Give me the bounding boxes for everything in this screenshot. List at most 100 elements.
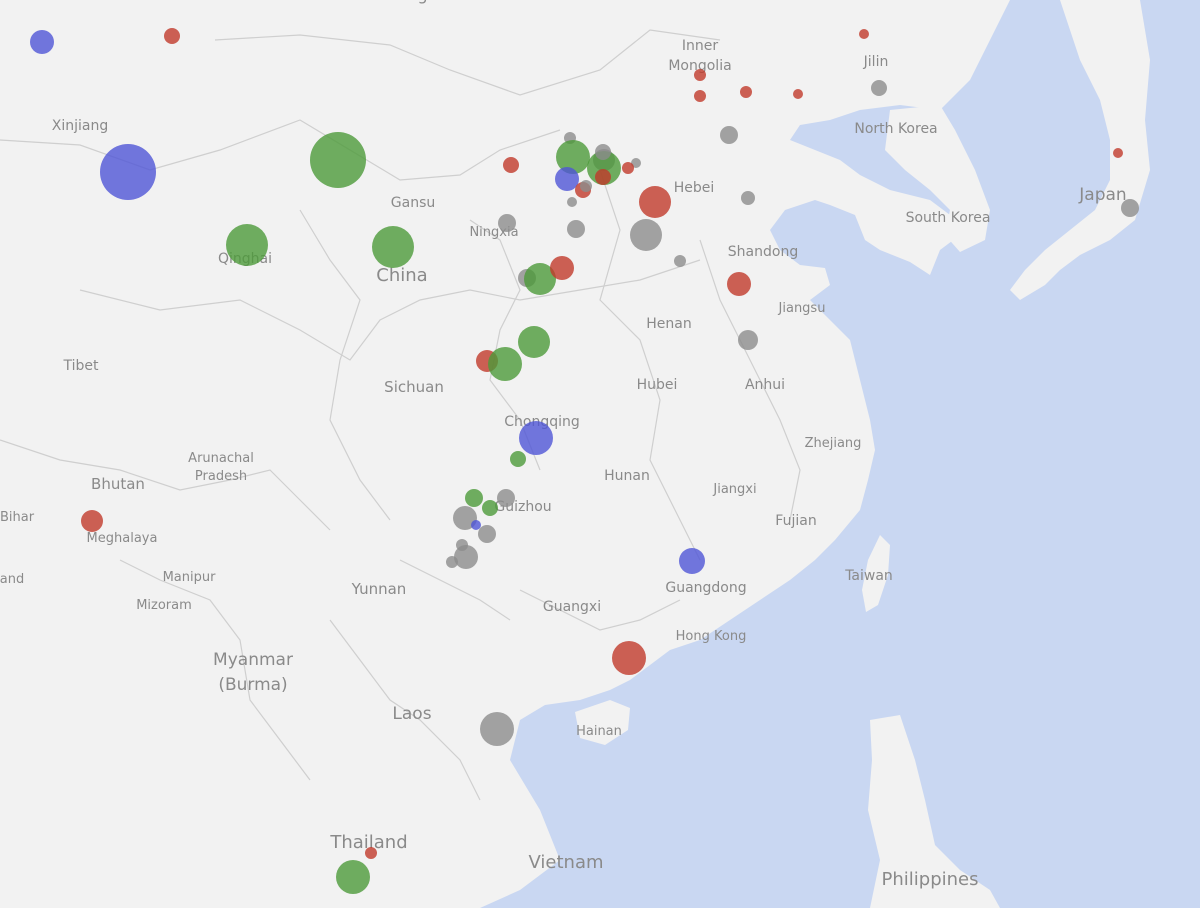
label-inner-mongolia-2: Mongolia bbox=[668, 58, 731, 74]
gray-marker[interactable] bbox=[871, 80, 887, 96]
red-marker[interactable] bbox=[639, 186, 671, 218]
label-arunachal-1: Arunachal bbox=[188, 451, 254, 466]
label-fujian: Fujian bbox=[775, 513, 816, 529]
label-china: China bbox=[376, 265, 427, 286]
green-marker[interactable] bbox=[226, 224, 268, 266]
label-jilin: Jilin bbox=[863, 54, 889, 70]
border-line-5 bbox=[599, 169, 701, 561]
label-japan: Japan bbox=[1078, 185, 1126, 205]
blue-marker[interactable] bbox=[100, 144, 156, 200]
gray-marker[interactable] bbox=[631, 158, 641, 168]
land-mass-2 bbox=[885, 105, 990, 252]
border-line-9 bbox=[329, 619, 481, 801]
gray-marker[interactable] bbox=[567, 220, 585, 238]
red-marker[interactable] bbox=[503, 157, 519, 173]
land-mass-5 bbox=[868, 715, 1000, 908]
blue-marker[interactable] bbox=[679, 548, 705, 574]
label-hainan: Hainan bbox=[576, 724, 622, 739]
red-marker[interactable] bbox=[365, 847, 377, 859]
red-marker[interactable] bbox=[1113, 148, 1123, 158]
label-bihar: Bihar bbox=[0, 510, 35, 525]
label-mongolia: Mongolia bbox=[384, 0, 456, 4]
label-jiangsu: Jiangsu bbox=[778, 301, 826, 316]
green-marker[interactable] bbox=[556, 140, 590, 174]
label-anhui: Anhui bbox=[745, 377, 785, 393]
red-marker[interactable] bbox=[595, 169, 611, 185]
label-sichuan: Sichuan bbox=[384, 378, 444, 396]
label-hebei: Hebei bbox=[674, 180, 715, 196]
gray-marker[interactable] bbox=[595, 144, 611, 160]
label-xinjiang: Xinjiang bbox=[52, 118, 108, 134]
red-marker[interactable] bbox=[859, 29, 869, 39]
red-marker[interactable] bbox=[612, 641, 646, 675]
blue-marker[interactable] bbox=[30, 30, 54, 54]
border-line-8 bbox=[119, 559, 311, 781]
blue-marker[interactable] bbox=[555, 167, 579, 191]
red-marker[interactable] bbox=[694, 90, 706, 102]
label-yunnan: Yunnan bbox=[351, 580, 407, 598]
label-myanmar-2: (Burma) bbox=[218, 675, 287, 695]
label-chongqing: Chongqing bbox=[504, 414, 580, 430]
green-marker[interactable] bbox=[310, 132, 366, 188]
gray-marker[interactable] bbox=[453, 506, 477, 530]
gray-marker[interactable] bbox=[580, 180, 592, 192]
gray-marker[interactable] bbox=[630, 219, 662, 251]
label-guangdong: Guangdong bbox=[665, 580, 746, 596]
border-line-7 bbox=[0, 439, 331, 531]
label-land-partial: and bbox=[0, 572, 24, 587]
border-line-10 bbox=[519, 589, 681, 631]
border-line-3 bbox=[299, 209, 391, 521]
label-bhutan: Bhutan bbox=[91, 475, 145, 493]
label-south-korea: South Korea bbox=[906, 210, 991, 226]
gray-marker[interactable] bbox=[1121, 199, 1139, 217]
green-marker[interactable] bbox=[510, 451, 526, 467]
gray-marker[interactable] bbox=[720, 126, 738, 144]
gray-marker[interactable] bbox=[674, 255, 686, 267]
label-tibet: Tibet bbox=[63, 358, 100, 374]
label-mizoram: Mizoram bbox=[136, 598, 192, 613]
label-taiwan: Taiwan bbox=[844, 568, 893, 584]
border-line-2 bbox=[79, 259, 701, 361]
label-laos: Laos bbox=[392, 704, 431, 724]
label-hunan: Hunan bbox=[604, 468, 650, 484]
gray-marker[interactable] bbox=[480, 712, 514, 746]
gray-marker[interactable] bbox=[498, 214, 516, 232]
green-marker[interactable] bbox=[488, 347, 522, 381]
red-marker[interactable] bbox=[550, 256, 574, 280]
blue-marker[interactable] bbox=[519, 421, 553, 455]
land-mass-4 bbox=[575, 700, 630, 745]
land-mass-3 bbox=[862, 535, 890, 612]
gray-marker[interactable] bbox=[741, 191, 755, 205]
gray-marker[interactable] bbox=[478, 525, 496, 543]
label-north-korea: North Korea bbox=[854, 121, 937, 137]
border-line-6 bbox=[699, 239, 801, 521]
red-marker[interactable] bbox=[727, 272, 751, 296]
label-zhejiang: Zhejiang bbox=[805, 436, 862, 451]
green-marker[interactable] bbox=[518, 326, 550, 358]
gray-marker[interactable] bbox=[497, 489, 515, 507]
red-marker[interactable] bbox=[622, 162, 634, 174]
blue-marker[interactable] bbox=[471, 520, 481, 530]
red-marker[interactable] bbox=[81, 510, 103, 532]
gray-marker[interactable] bbox=[567, 197, 577, 207]
green-marker[interactable] bbox=[482, 500, 498, 516]
red-marker[interactable] bbox=[694, 69, 706, 81]
red-marker[interactable] bbox=[740, 86, 752, 98]
markers[interactable] bbox=[30, 28, 1139, 894]
label-hong-kong: Hong Kong bbox=[676, 629, 747, 644]
red-marker[interactable] bbox=[164, 28, 180, 44]
border-line-0 bbox=[214, 29, 721, 96]
label-vietnam: Vietnam bbox=[528, 852, 603, 873]
gray-marker[interactable] bbox=[454, 545, 478, 569]
label-inner-mongolia-1: Inner bbox=[682, 38, 718, 54]
green-marker[interactable] bbox=[524, 263, 556, 295]
gray-marker[interactable] bbox=[738, 330, 758, 350]
red-marker[interactable] bbox=[793, 89, 803, 99]
green-marker[interactable] bbox=[465, 489, 483, 507]
green-marker[interactable] bbox=[372, 226, 414, 268]
border-line-11 bbox=[399, 559, 511, 621]
label-shandong: Shandong bbox=[728, 244, 798, 260]
green-marker[interactable] bbox=[336, 860, 370, 894]
